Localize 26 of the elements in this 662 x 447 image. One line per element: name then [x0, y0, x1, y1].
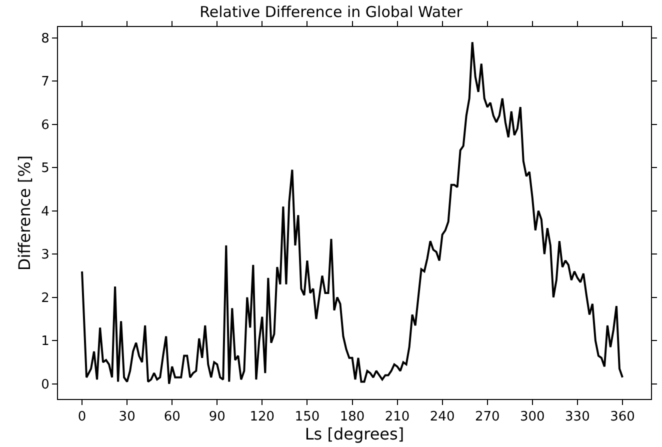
y-tick-label: 8	[41, 31, 50, 46]
x-tick-label: 300	[520, 410, 545, 425]
x-tick-label: 330	[565, 410, 590, 425]
y-tick-label: 1	[41, 334, 50, 350]
y-tick-label: 7	[41, 74, 50, 90]
line-series	[81, 41, 624, 385]
x-tick-label: 30	[118, 410, 136, 425]
x-axis-title: Ls [degrees]	[304, 424, 404, 444]
y-tick-label: 3	[41, 248, 50, 263]
y-axis-title: Difference [%]	[15, 155, 34, 271]
x-tick-label: 240	[430, 410, 455, 425]
y-tick-label: 2	[41, 290, 50, 306]
y-tick-label: 6	[41, 118, 50, 133]
chart-title: Relative Difference in Global Water	[200, 3, 464, 22]
y-tick-label: 4	[41, 204, 50, 220]
x-tick-label: 120	[250, 410, 275, 425]
x-tick-label: 360	[610, 410, 635, 425]
x-tick-label: 0	[78, 410, 86, 425]
x-tick-label: 210	[384, 410, 410, 425]
y-tick-label: 5	[41, 161, 50, 176]
x-tick-label: 60	[164, 410, 180, 425]
x-tick-label: 180	[340, 410, 365, 425]
x-tick-label: 150	[294, 410, 320, 425]
x-tick-label: 270	[474, 410, 500, 425]
x-tick-label: 90	[208, 410, 226, 425]
y-tick-label: 0	[41, 377, 50, 392]
